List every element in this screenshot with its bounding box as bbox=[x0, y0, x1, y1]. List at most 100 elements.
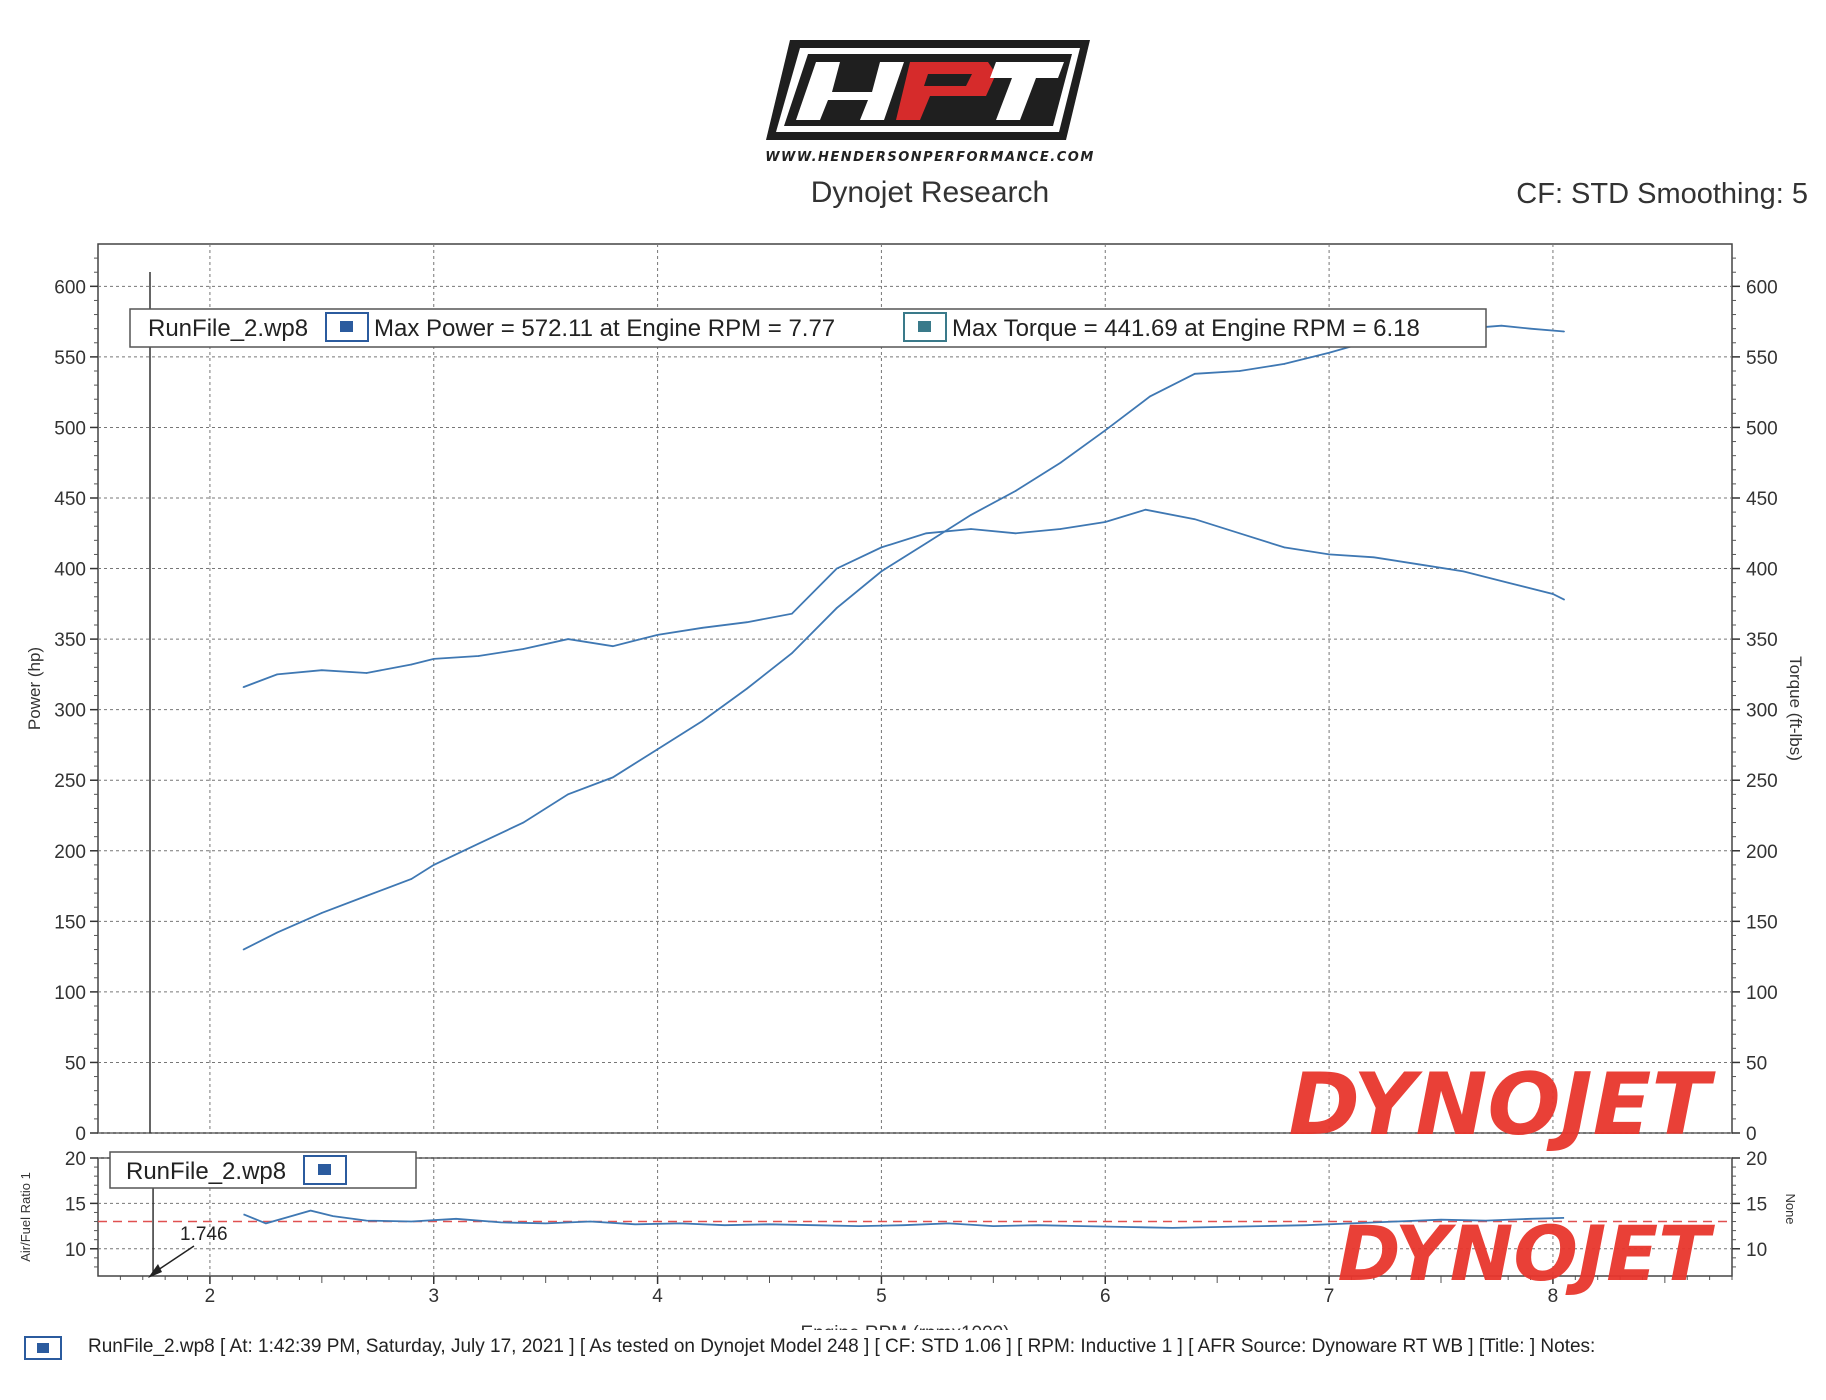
data-point-power bbox=[746, 687, 748, 690]
data-point-torque bbox=[1328, 553, 1330, 556]
data-point-power bbox=[522, 821, 525, 824]
y-tick-label-right: 300 bbox=[1746, 701, 1778, 722]
x-tick-label: 4 bbox=[652, 1286, 663, 1307]
data-point-torque bbox=[276, 673, 278, 676]
data-point-torque bbox=[1104, 521, 1107, 523]
afr-marker-arrowhead bbox=[148, 1264, 162, 1278]
data-point-torque bbox=[1283, 546, 1286, 549]
data-point-power bbox=[1059, 461, 1062, 464]
data-point-torque bbox=[791, 612, 793, 615]
x-tick-label: 6 bbox=[1100, 1286, 1111, 1307]
data-point-torque bbox=[880, 546, 883, 549]
data-point-power bbox=[1104, 429, 1107, 432]
data-point-torque bbox=[1238, 532, 1241, 535]
data-point-power bbox=[321, 912, 323, 914]
data-point-torque bbox=[835, 567, 838, 570]
data-point-torque bbox=[477, 655, 480, 657]
x-tick-label: 7 bbox=[1324, 1286, 1335, 1307]
y-tick-label-left: 350 bbox=[54, 630, 86, 651]
data-point-power bbox=[242, 948, 245, 951]
data-point-torque bbox=[1059, 528, 1062, 530]
data-point-power bbox=[1014, 490, 1017, 492]
hpt-logo bbox=[766, 40, 1090, 140]
data-point-torque bbox=[656, 634, 659, 636]
y-tick-label-left: 50 bbox=[65, 1053, 86, 1074]
data-point-torque bbox=[1507, 581, 1509, 584]
y-tick-label-right: 500 bbox=[1746, 418, 1778, 439]
y-tick-label-right: 450 bbox=[1746, 489, 1778, 510]
y-axis-label-right: Torque (ft-lbs) bbox=[1786, 656, 1805, 761]
data-point-torque bbox=[970, 528, 972, 530]
data-point-torque bbox=[410, 663, 413, 666]
y-tick-label-right: 200 bbox=[1746, 842, 1778, 863]
legend-max-torque: Max Torque = 441.69 at Engine RPM = 6.18 bbox=[952, 315, 1420, 342]
main-plot-frame bbox=[97, 243, 1733, 1134]
y-tick-label-left: 100 bbox=[54, 983, 86, 1004]
data-point-torque bbox=[432, 658, 435, 660]
website-text: WWW.HENDERSONPERFORMANCE.COM bbox=[765, 150, 1095, 165]
dyno-chart: 0 0 50 50 100 100 150 150 200 200 250 250 300 300 350 3… bbox=[18, 243, 1805, 1330]
y-axis-label-left: Power (hp) bbox=[25, 647, 44, 730]
data-point-power bbox=[1500, 324, 1503, 327]
series-line-torque bbox=[243, 508, 1565, 688]
data-point-power bbox=[835, 607, 838, 609]
y-tick-label-left: 450 bbox=[54, 489, 86, 510]
dynojet-watermark: DYNOJET bbox=[1289, 1055, 1717, 1155]
data-point-torque bbox=[1014, 532, 1017, 535]
run-info-footer: RunFile_2.wp8 [ At: 1:42:39 PM, Saturday… bbox=[22, 1332, 1822, 1368]
data-point-torque bbox=[522, 648, 525, 650]
dynojet-watermark-afr: DYNOJET bbox=[1338, 1209, 1716, 1298]
y-tick-label-left: 0 bbox=[75, 1124, 86, 1145]
y-tick-label-left: 250 bbox=[54, 771, 86, 792]
x-tick-label: 8 bbox=[1548, 1286, 1559, 1307]
data-point-torque bbox=[1552, 593, 1554, 595]
data-point-power bbox=[791, 652, 793, 655]
data-point-power bbox=[365, 895, 368, 897]
y-tick-label-right: 150 bbox=[1746, 912, 1778, 933]
data-point-power bbox=[1283, 363, 1286, 365]
data-point-torque bbox=[925, 532, 927, 535]
afr-marker-label: 1.746 bbox=[180, 1224, 228, 1245]
y-tick-label-left: 600 bbox=[54, 277, 86, 298]
y-tick-label-left: 500 bbox=[54, 418, 86, 439]
y-tick-label-right: 0 bbox=[1746, 1124, 1757, 1145]
legend-max-power: Max Power = 572.11 at Engine RPM = 7.77 bbox=[374, 315, 835, 342]
data-point-power bbox=[925, 542, 927, 544]
data-point-power bbox=[567, 793, 569, 796]
data-point-power bbox=[880, 570, 883, 573]
data-point-power bbox=[410, 878, 413, 880]
legend-file-name: RunFile_2.wp8 bbox=[148, 315, 308, 342]
afr-series-line bbox=[243, 1209, 1565, 1229]
data-point-power bbox=[477, 842, 480, 845]
afr-y-tick-label-right: 10 bbox=[1746, 1240, 1767, 1261]
y-tick-label-left: 150 bbox=[54, 912, 86, 933]
data-point-power bbox=[701, 720, 704, 722]
y-tick-label-left: 400 bbox=[54, 560, 86, 581]
x-tick-label: 2 bbox=[205, 1286, 216, 1307]
data-point-power bbox=[1328, 351, 1330, 354]
data-point-power bbox=[1529, 327, 1532, 330]
x-tick-label: 5 bbox=[876, 1286, 887, 1307]
afr-legend-box bbox=[109, 1151, 417, 1189]
data-point-power bbox=[276, 931, 278, 934]
data-point-torque bbox=[1563, 598, 1565, 601]
data-point-torque bbox=[746, 621, 748, 623]
data-point-torque bbox=[242, 686, 245, 688]
data-point-torque bbox=[1373, 556, 1375, 559]
data-point-torque bbox=[1193, 518, 1196, 520]
data-point-power bbox=[970, 514, 972, 516]
data-point-torque bbox=[567, 638, 569, 640]
x-tick-label: 3 bbox=[428, 1286, 439, 1307]
run-info-text: RunFile_2.wp8 [ At: 1:42:39 PM, Saturday… bbox=[88, 1336, 1596, 1357]
data-point-torque bbox=[1462, 570, 1465, 573]
y-tick-label-right: 400 bbox=[1746, 560, 1778, 581]
legend-power-swatch bbox=[325, 312, 369, 342]
y-tick-label-left: 550 bbox=[54, 348, 86, 369]
afr-legend-swatch-fill bbox=[318, 1164, 331, 1175]
afr-y-tick-label-left: 10 bbox=[65, 1240, 86, 1261]
cf-smoothing-label: CF: STD Smoothing: 5 bbox=[1516, 178, 1808, 210]
afr-y-tick-label-right: 20 bbox=[1746, 1149, 1767, 1170]
x-axis-label: Engine RPM (rpmx1000) bbox=[800, 1323, 1009, 1330]
afr-y-tick-label-right: 15 bbox=[1746, 1194, 1767, 1215]
data-point-power bbox=[432, 864, 435, 866]
